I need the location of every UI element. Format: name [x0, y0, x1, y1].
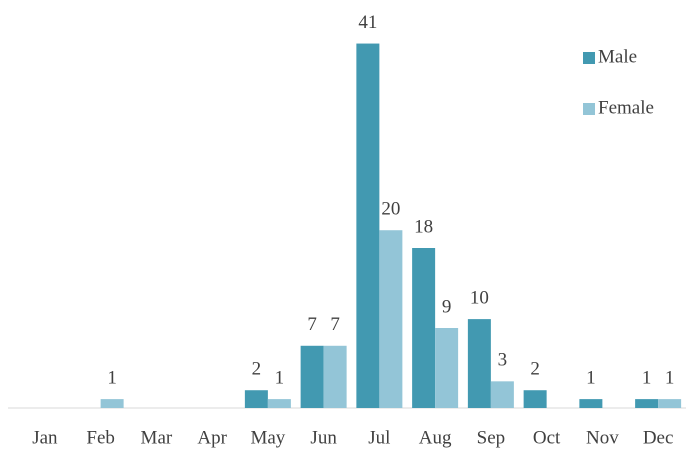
data-label: 1: [275, 367, 285, 388]
data-label: 3: [498, 350, 508, 371]
x-tick-label: Sep: [477, 427, 506, 448]
bar: [100, 399, 124, 408]
x-tick-label: Oct: [533, 427, 561, 448]
bar: [658, 399, 682, 408]
x-tick-label: Nov: [586, 427, 619, 448]
bar: [300, 345, 324, 408]
bar: [379, 230, 403, 408]
legend-swatch: [583, 103, 595, 115]
data-label: 20: [381, 199, 400, 220]
data-label: 1: [107, 367, 117, 388]
x-tick-label: Feb: [86, 427, 115, 448]
legend-swatch: [583, 52, 595, 64]
bar: [523, 390, 547, 408]
bar: [356, 43, 380, 409]
legend-label: Male: [598, 46, 637, 67]
bar: [267, 399, 291, 408]
data-label: 2: [252, 359, 262, 380]
data-label: 9: [442, 296, 452, 317]
x-tick-label: Apr: [197, 427, 227, 448]
data-label: 1: [586, 367, 596, 388]
bar: [579, 399, 603, 408]
data-label: 10: [470, 287, 489, 308]
data-label: 1: [665, 367, 675, 388]
bar: [244, 390, 268, 408]
bar: [467, 319, 491, 408]
x-tick-label: Jul: [368, 427, 390, 448]
x-tick-label: Jun: [310, 427, 337, 448]
x-tick-label: Jan: [32, 427, 58, 448]
x-tick-label: Dec: [643, 427, 674, 448]
data-label: 1: [642, 367, 652, 388]
data-label: 7: [330, 314, 340, 335]
x-tick-label: Aug: [419, 427, 452, 448]
data-label: 18: [414, 216, 433, 237]
bar: [323, 345, 347, 408]
x-tick-label: May: [250, 427, 285, 448]
data-label: 41: [358, 12, 377, 33]
legend-label: Female: [598, 97, 654, 118]
bar: [435, 328, 459, 408]
bar: [490, 381, 514, 408]
bar: [412, 248, 436, 408]
data-label: 7: [307, 314, 317, 335]
x-tick-label: Mar: [141, 427, 173, 448]
bar: [635, 399, 659, 408]
data-label: 2: [530, 359, 540, 380]
